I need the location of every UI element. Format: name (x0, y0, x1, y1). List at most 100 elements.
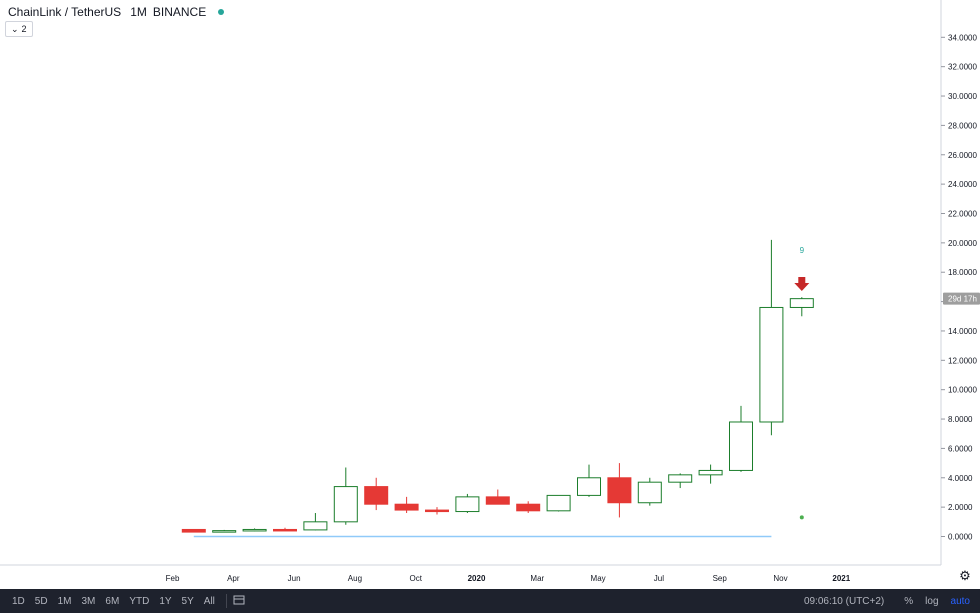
y-tick-label: 28.0000 (948, 121, 977, 130)
candle[interactable] (425, 507, 449, 515)
indicator-count: 2 (21, 24, 27, 34)
last-price-badge (943, 292, 980, 305)
y-tick-label: 10.0000 (948, 386, 977, 395)
candle-body (546, 494, 571, 512)
candle[interactable] (698, 464, 723, 484)
y-tick-label: 34.0000 (948, 33, 977, 42)
candle-body (607, 477, 632, 504)
x-tick-label: 2020 (468, 574, 486, 583)
auto-scale-toggle[interactable]: auto (950, 595, 970, 607)
candle[interactable] (546, 494, 571, 512)
candle[interactable] (637, 477, 662, 506)
candle[interactable] (303, 513, 328, 531)
candle-body (303, 521, 328, 531)
candle[interactable] (789, 297, 814, 317)
indicators-toggle-button[interactable]: ⌄ 2 (5, 21, 33, 37)
candle[interactable] (364, 477, 389, 511)
y-tick-label: 22.0000 (948, 209, 977, 218)
y-tick-label: 30.0000 (948, 92, 977, 101)
x-tick-label: Nov (773, 574, 787, 583)
candle-body (394, 503, 419, 511)
x-tick-label: Oct (409, 574, 422, 583)
last-price-countdown: 29d 17h (948, 295, 977, 304)
candle[interactable] (212, 529, 237, 533)
x-tick-label: Jul (654, 574, 664, 583)
candle-body (485, 496, 510, 505)
timeframe-5y[interactable]: 5Y (181, 595, 194, 607)
candle-body (729, 421, 753, 471)
x-tick-label: Jun (288, 574, 301, 583)
timeframe-all[interactable]: All (203, 595, 215, 607)
gear-icon[interactable]: ⚙ (959, 568, 971, 583)
time-axis[interactable]: Feb Apr Jun Aug Oct 2020 Mar May Jul Sep Nov 2021 (166, 574, 851, 583)
sequential-count-label: 9 (800, 246, 805, 255)
exchange-label: BINANCE (152, 5, 207, 19)
chevron-down-icon: ⌄ (11, 24, 19, 34)
candle-body (333, 486, 358, 523)
candle-body (242, 528, 267, 532)
y-tick-label: 20.0000 (948, 239, 977, 248)
y-tick-label: 24.0000 (948, 180, 977, 189)
y-tick-label: 12.0000 (948, 356, 977, 365)
candle-body (577, 477, 601, 496)
candle[interactable] (729, 405, 753, 472)
candle[interactable] (242, 528, 267, 532)
percent-scale-toggle[interactable]: % (904, 595, 914, 607)
candle[interactable] (577, 464, 601, 497)
price-chart[interactable]: 9 0.0000 2.0000 4.0000 6.0000 8.0000 10.0000 1… (0, 0, 980, 589)
candle[interactable] (759, 239, 784, 436)
y-tick-label: 2.0000 (948, 503, 973, 512)
candle[interactable] (455, 493, 480, 514)
candle-body (516, 503, 541, 512)
candles-layer (181, 239, 814, 533)
timeframe-5d[interactable]: 5D (34, 595, 48, 607)
candle[interactable] (516, 501, 541, 514)
chart-legend: ChainLink / TetherUS 1M BINANCE (8, 5, 225, 19)
bottom-toolbar: 1D 5D 1M 3M 6M YTD 1Y 5Y All 09:06:10 (U… (0, 589, 980, 613)
candle-body (759, 306, 784, 423)
y-tick-label: 18.0000 (948, 268, 977, 277)
candle[interactable] (333, 467, 358, 525)
candle-body (273, 528, 297, 532)
interval-label[interactable]: 1M (130, 5, 147, 19)
candle-body (181, 528, 206, 533)
y-tick-label: 6.0000 (948, 444, 973, 453)
candle-body (212, 530, 237, 533)
market-status-dot (218, 9, 225, 15)
down-arrow-icon (794, 276, 810, 291)
toolbar-divider (225, 594, 227, 608)
goto-date-icon[interactable] (233, 595, 245, 608)
signal-marker (799, 515, 804, 520)
candle[interactable] (485, 489, 510, 505)
candle-body (668, 474, 693, 483)
x-tick-label: Sep (713, 574, 728, 583)
timeframe-1d[interactable]: 1D (12, 595, 25, 607)
y-tick-label: 8.0000 (948, 415, 973, 424)
timeframe-ytd[interactable]: YTD (129, 595, 150, 607)
price-axis[interactable]: 0.0000 2.0000 4.0000 6.0000 8.0000 10.0000 12.… (941, 33, 980, 542)
log-scale-toggle[interactable]: log (925, 595, 939, 607)
x-tick-label: Feb (166, 574, 180, 583)
candle-body (789, 298, 814, 308)
x-tick-label: Aug (348, 574, 362, 583)
candle-body (425, 509, 449, 513)
x-tick-label: 2021 (832, 574, 850, 583)
x-tick-label: May (591, 574, 606, 583)
candle-body (455, 496, 480, 513)
candle[interactable] (607, 463, 632, 518)
y-tick-label: 0.0000 (948, 533, 973, 542)
y-tick-label: 4.0000 (948, 474, 973, 483)
timeframe-1m[interactable]: 1M (57, 595, 72, 607)
timeframe-3m[interactable]: 3M (81, 595, 96, 607)
x-tick-label: Apr (227, 574, 240, 583)
candle[interactable] (181, 528, 206, 533)
timeframe-1y[interactable]: 1Y (159, 595, 172, 607)
timeframe-6m[interactable]: 6M (105, 595, 120, 607)
candle[interactable] (668, 473, 693, 489)
candle[interactable] (273, 527, 297, 532)
clock-readout[interactable]: 09:06:10 (UTC+2) (803, 595, 885, 607)
y-tick-label: 26.0000 (948, 151, 977, 160)
symbol-name[interactable]: ChainLink / TetherUS (8, 5, 122, 19)
y-tick-label: 32.0000 (948, 63, 977, 72)
candle[interactable] (394, 496, 419, 514)
